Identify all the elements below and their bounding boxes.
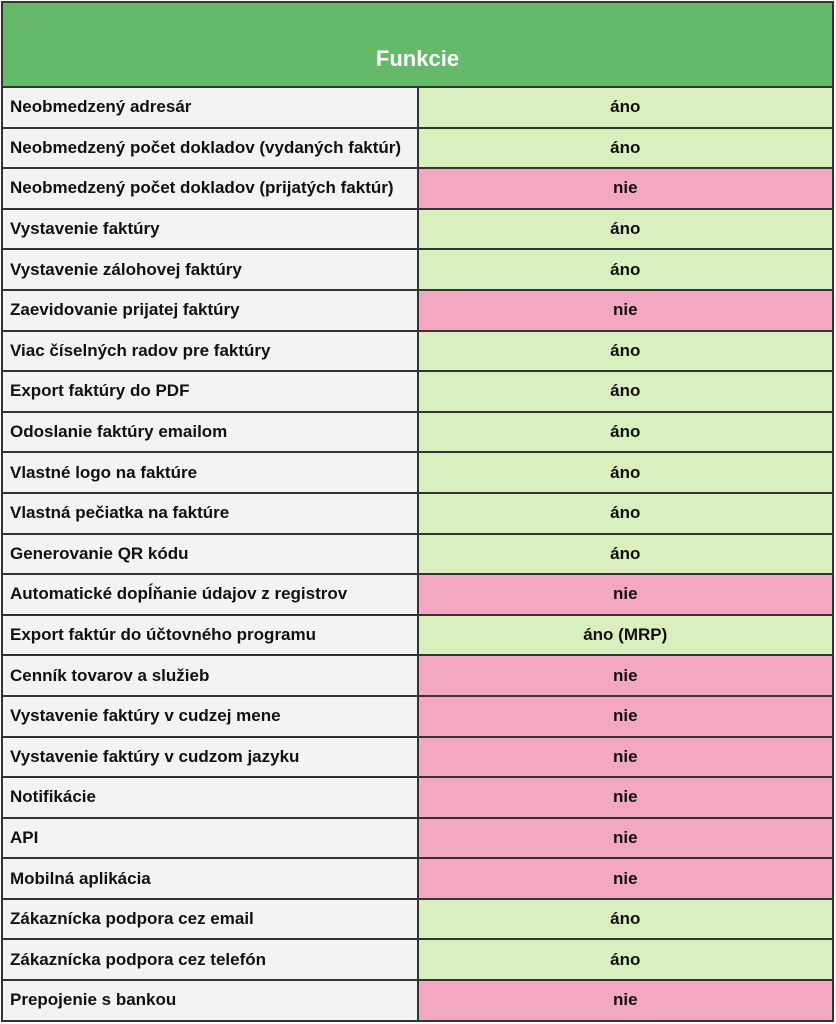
feature-cell: Vystavenie zálohovej faktúry — [1, 248, 419, 291]
feature-cell: Export faktúr do účtovného programu — [1, 613, 419, 657]
table-row: Vystavenie faktúry áno — [1, 207, 834, 251]
feature-cell: API — [1, 816, 419, 860]
feature-cell: Prepojenie s bankou — [1, 979, 419, 1022]
value-cell: áno — [416, 451, 834, 494]
table-row: Vystavenie zálohovej faktúry áno — [1, 248, 834, 291]
value-cell: áno — [416, 410, 834, 454]
value-cell: áno — [416, 897, 834, 941]
feature-cell: Vlastná pečiatka na faktúre — [1, 491, 419, 535]
feature-cell: Notifikácie — [1, 776, 419, 819]
table-row: Vlastná pečiatka na faktúre áno — [1, 491, 834, 535]
table-row: Neobmedzený počet dokladov (prijatých fa… — [1, 167, 834, 210]
feature-cell: Neobmedzený počet dokladov (vydaných fak… — [1, 126, 419, 170]
value-cell: nie — [416, 816, 834, 860]
table-header-title: Funkcie — [1, 1, 834, 88]
table-row: Neobmedzený adresár áno — [1, 86, 834, 129]
table-row: Prepojenie s bankou nie — [1, 979, 834, 1022]
feature-cell: Vystavenie faktúry v cudzom jazyku — [1, 735, 419, 779]
value-cell: áno (MRP) — [416, 613, 834, 657]
table-row: Zákaznícka podpora cez email áno — [1, 897, 834, 941]
value-cell: nie — [416, 694, 834, 738]
feature-cell: Cenník tovarov a služieb — [1, 654, 419, 697]
feature-cell: Zákaznícka podpora cez email — [1, 897, 419, 941]
value-cell: nie — [416, 735, 834, 779]
feature-cell: Vystavenie faktúry — [1, 207, 419, 251]
table-row: Vlastné logo na faktúre áno — [1, 451, 834, 494]
value-cell: áno — [416, 938, 834, 982]
value-cell: nie — [416, 979, 834, 1022]
table-row: Export faktúry do PDF áno — [1, 370, 834, 413]
table-row: Neobmedzený počet dokladov (vydaných fak… — [1, 126, 834, 170]
feature-cell: Zaevidovanie prijatej faktúry — [1, 288, 419, 332]
value-cell: nie — [416, 573, 834, 616]
table-row: Vystavenie faktúry v cudzom jazyku nie — [1, 735, 834, 779]
value-cell: áno — [416, 207, 834, 251]
feature-cell: Zákaznícka podpora cez telefón — [1, 938, 419, 982]
value-cell: áno — [416, 86, 834, 129]
feature-cell: Generovanie QR kódu — [1, 532, 419, 576]
value-cell: nie — [416, 776, 834, 819]
value-cell: áno — [416, 370, 834, 413]
feature-cell: Neobmedzený počet dokladov (prijatých fa… — [1, 167, 419, 210]
value-cell: áno — [416, 248, 834, 291]
value-cell: áno — [416, 491, 834, 535]
value-cell: nie — [416, 288, 834, 332]
table-row: Zákaznícka podpora cez telefón áno — [1, 938, 834, 982]
value-cell: áno — [416, 532, 834, 576]
feature-cell: Odoslanie faktúry emailom — [1, 410, 419, 454]
feature-cell: Mobilná aplikácia — [1, 857, 419, 900]
feature-cell: Viac číselných radov pre faktúry — [1, 329, 419, 373]
table-row: Cenník tovarov a služieb nie — [1, 654, 834, 697]
value-cell: nie — [416, 654, 834, 697]
table-row: Zaevidovanie prijatej faktúry nie — [1, 288, 834, 332]
feature-cell: Vystavenie faktúry v cudzej mene — [1, 694, 419, 738]
value-cell: nie — [416, 167, 834, 210]
feature-cell: Automatické dopĺňanie údajov z registrov — [1, 573, 419, 616]
header-row: Funkcie — [1, 1, 834, 88]
value-cell: áno — [416, 126, 834, 170]
table-row: Generovanie QR kódu áno — [1, 532, 834, 576]
feature-cell: Neobmedzený adresár — [1, 86, 419, 129]
table-body: Neobmedzený adresár áno Neobmedzený počet… — [1, 86, 834, 1022]
table-row: API nie — [1, 816, 834, 860]
table-row: Export faktúr do účtovného programu áno (… — [1, 613, 834, 657]
table-row: Notifikácie nie — [1, 776, 834, 819]
table-row: Vystavenie faktúry v cudzej mene nie — [1, 694, 834, 738]
value-cell: áno — [416, 329, 834, 373]
value-cell: nie — [416, 857, 834, 900]
table-row: Viac číselných radov pre faktúry áno — [1, 329, 834, 373]
table-row: Mobilná aplikácia nie — [1, 857, 834, 900]
feature-cell: Vlastné logo na faktúre — [1, 451, 419, 494]
table-row: Odoslanie faktúry emailom áno — [1, 410, 834, 454]
feature-cell: Export faktúry do PDF — [1, 370, 419, 413]
table-row: Automatické dopĺňanie údajov z registrov… — [1, 573, 834, 616]
